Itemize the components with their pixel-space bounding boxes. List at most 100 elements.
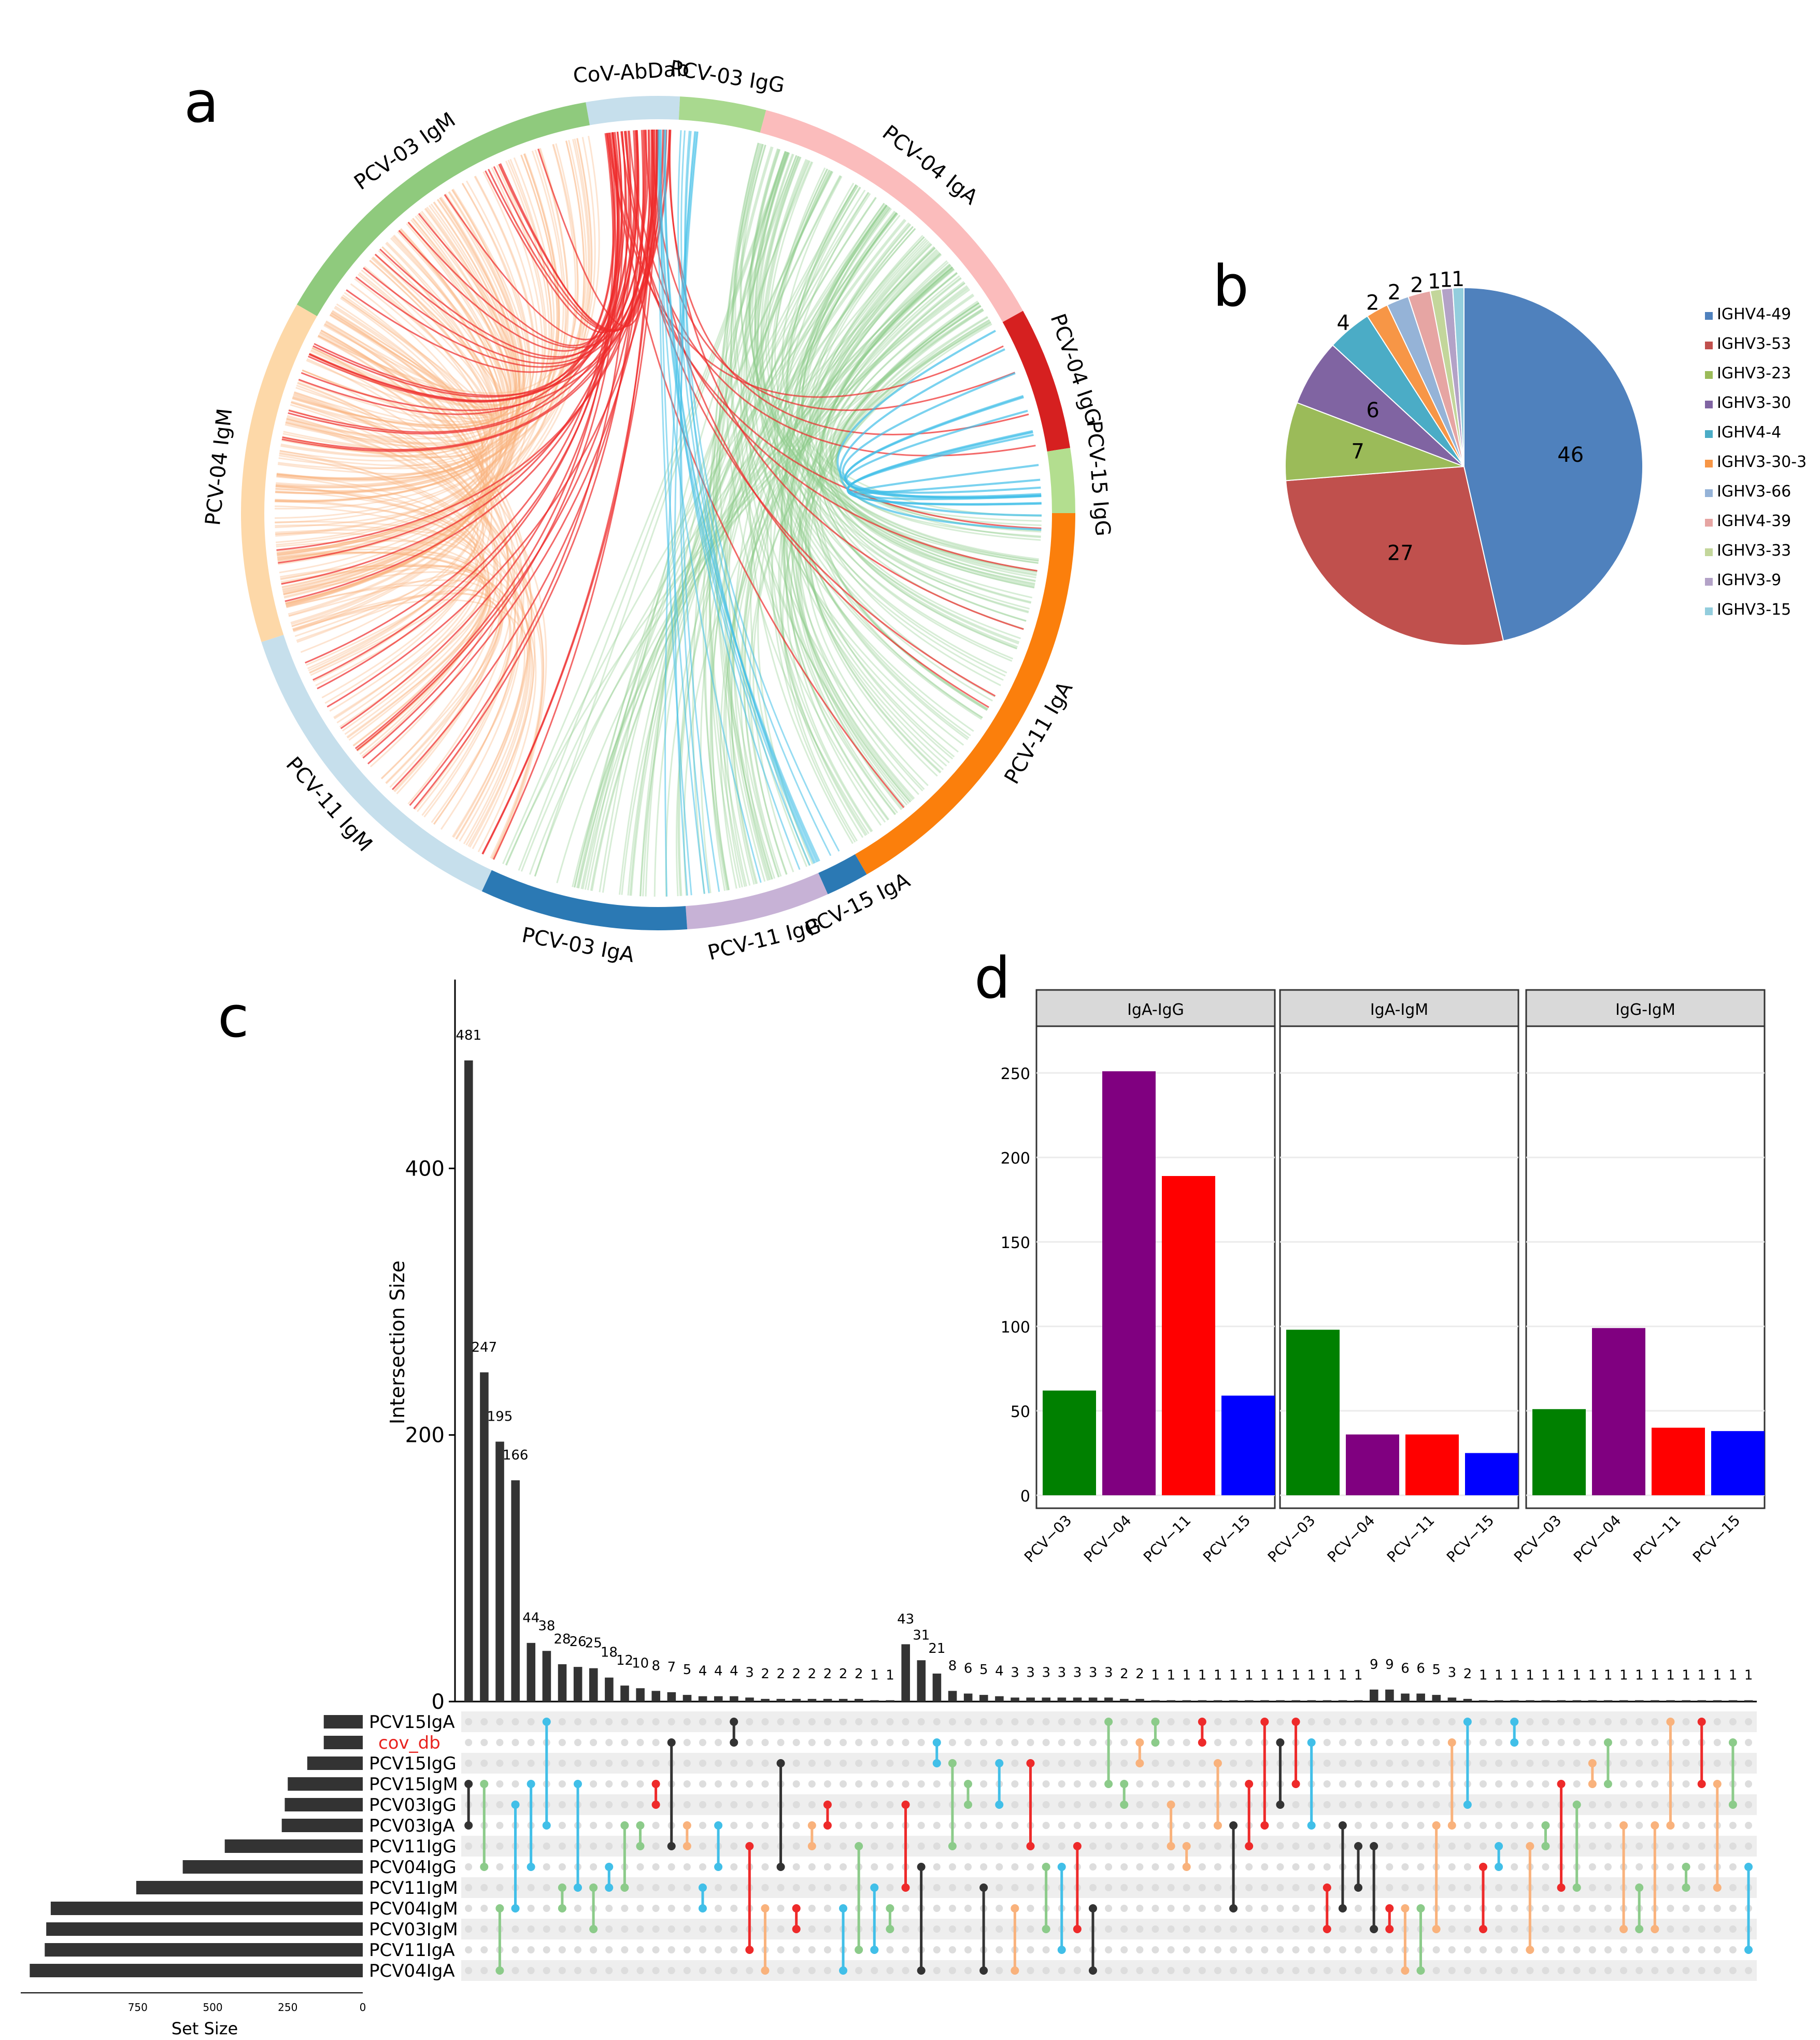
intersection-bar (1526, 1700, 1534, 1702)
matrix-dot (1588, 1905, 1596, 1912)
chord-link (286, 273, 493, 446)
chord-sector (240, 304, 317, 642)
matrix-dot (1448, 1967, 1456, 1974)
chord-link (290, 402, 477, 643)
matrix-dot (527, 1925, 535, 1933)
chord-link (798, 281, 964, 795)
matrix-dot (996, 1884, 1003, 1891)
matrix-dot (699, 1760, 706, 1767)
matrix-dot (480, 1739, 488, 1746)
matrix-dot (621, 1946, 629, 1953)
chord-link (283, 292, 489, 598)
matrix-dot (558, 1801, 566, 1808)
matrix-dot-filled (964, 1801, 973, 1809)
matrix-dot (543, 1946, 550, 1953)
matrix-dot (1604, 1801, 1612, 1808)
chord-link (286, 201, 519, 606)
matrix-dot (1386, 1967, 1394, 1974)
matrix-dot (1120, 1760, 1128, 1767)
matrix-dot (715, 1905, 722, 1912)
chord-link (276, 228, 505, 482)
matrix-dot (1573, 1967, 1581, 1974)
matrix-dot (855, 1760, 863, 1767)
matrix-dot (1463, 1925, 1471, 1933)
matrix-dot (715, 1946, 722, 1953)
intersection-bar (1572, 1700, 1582, 1702)
matrix-dot (1198, 1967, 1206, 1974)
intersection-bar-label: 1 (886, 1667, 894, 1683)
matrix-dot (1573, 1946, 1581, 1953)
chord-link (599, 155, 798, 892)
intersection-bar (1432, 1695, 1441, 1702)
matrix-dot (1151, 1822, 1159, 1829)
matrix-dot (1120, 1967, 1128, 1974)
matrix-dot (1355, 1967, 1362, 1974)
matrix-dot (948, 1967, 956, 1974)
matrix-dot (1230, 1718, 1238, 1725)
matrix-dot (605, 1946, 613, 1953)
matrix-dot-filled (1713, 1883, 1722, 1892)
matrix-dot (1136, 1863, 1144, 1871)
matrix-dot (840, 1863, 847, 1871)
matrix-dot (964, 1760, 972, 1767)
intersection-bar-label: 8 (651, 1658, 660, 1674)
intersection-bar (901, 1644, 910, 1702)
x-tick-label: PCV−15 (1200, 1512, 1254, 1566)
matrix-dot (1058, 1780, 1065, 1788)
facet-bar (1162, 1176, 1215, 1495)
intersection-bar (979, 1695, 988, 1702)
set-label: PCV11IgG (369, 1836, 457, 1857)
chord-sector (678, 96, 766, 133)
chord-link (785, 187, 1006, 677)
set-size-bar (288, 1777, 363, 1791)
matrix-dot (1604, 1843, 1612, 1850)
set-label: PCV15IgG (369, 1753, 457, 1774)
intersection-bar-label: 28 (553, 1632, 571, 1647)
chord-link (277, 197, 520, 556)
matrix-dot (1542, 1718, 1549, 1725)
intersection-bar (1713, 1700, 1722, 1702)
matrix-dot (1713, 1760, 1721, 1767)
matrix-dot (605, 1801, 613, 1808)
matrix-dot (840, 1843, 847, 1850)
matrix-dot (636, 1863, 644, 1871)
matrix-dot (1573, 1905, 1581, 1912)
matrix-dot (1620, 1718, 1628, 1725)
matrix-dot (1729, 1884, 1737, 1891)
legend-entry: IGHV3-53 (1717, 335, 1791, 353)
matrix-dot (1495, 1967, 1503, 1974)
matrix-dot (1588, 1967, 1596, 1974)
matrix-dot (1011, 1780, 1019, 1788)
matrix-dot (621, 1739, 629, 1746)
chord-link (275, 180, 532, 537)
matrix-dot (652, 1760, 660, 1767)
panel-letter-d: d (974, 945, 1011, 1011)
matrix-dot (1448, 1946, 1456, 1953)
matrix-dot-filled (1026, 1759, 1035, 1767)
intersection-bar (527, 1642, 536, 1702)
matrix-dot (823, 1718, 831, 1725)
matrix-dot (792, 1946, 800, 1953)
chord-link (302, 369, 530, 840)
chord-link (805, 272, 958, 760)
matrix-dot (636, 1760, 644, 1767)
matrix-dot-filled (464, 1780, 473, 1788)
matrix-dot (1214, 1884, 1221, 1891)
intersection-bar-label: 1 (1479, 1667, 1488, 1683)
chord-sector (686, 873, 828, 930)
intersection-bar-label: 6 (964, 1661, 973, 1677)
chord-link (292, 193, 525, 429)
intersection-bar-label: 1 (1291, 1667, 1300, 1683)
matrix-dot (1261, 1967, 1269, 1974)
matrix-dot (886, 1718, 894, 1725)
matrix-dot (1511, 1822, 1518, 1829)
intersection-bar (1151, 1700, 1160, 1702)
matrix-dot (777, 1946, 785, 1953)
legend-entry: IGHV4-39 (1717, 512, 1791, 530)
matrix-dot (823, 1739, 831, 1746)
matrix-dot (699, 1801, 706, 1808)
chord-link (755, 152, 1039, 562)
matrix-dot (1745, 1843, 1753, 1850)
matrix-dot (1651, 1739, 1659, 1746)
matrix-dot (855, 1967, 863, 1974)
